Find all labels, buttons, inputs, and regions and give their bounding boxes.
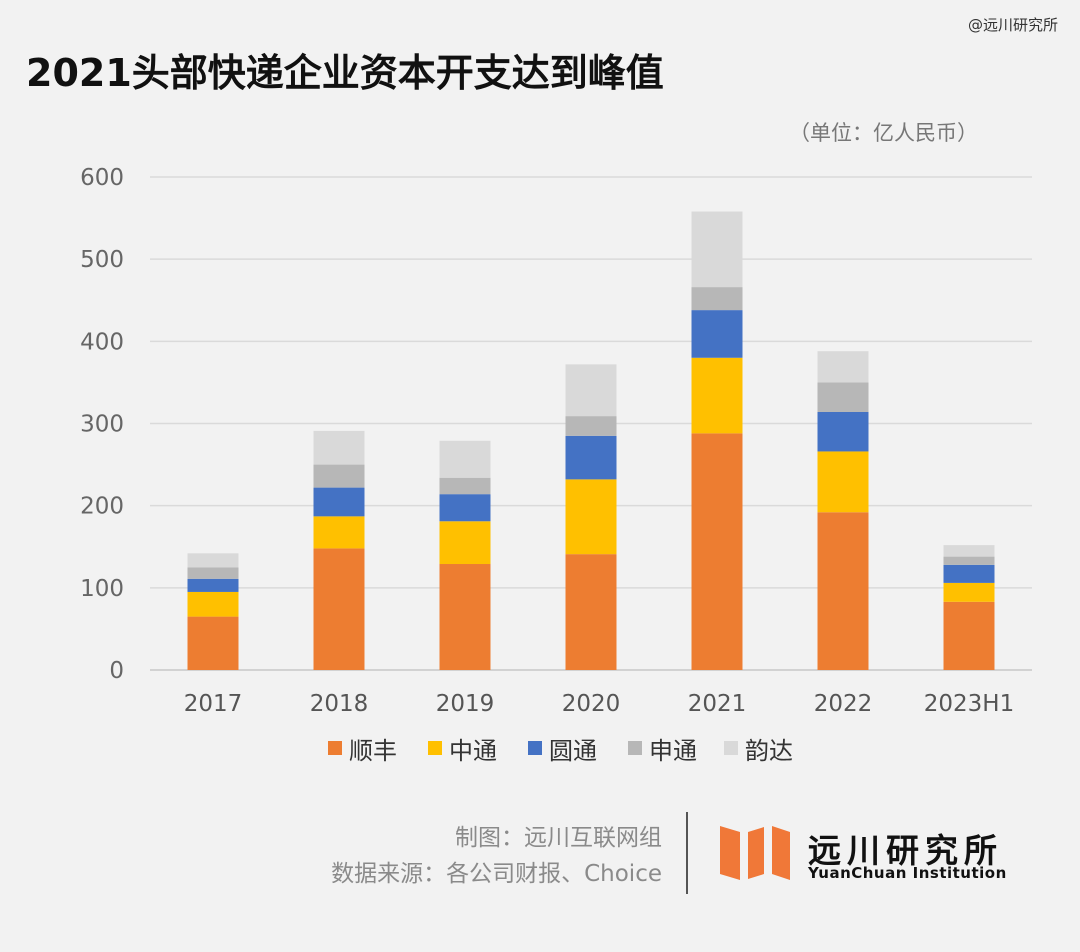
legend-swatch	[724, 741, 738, 755]
logo-name-cn: 远川研究所	[808, 831, 1003, 870]
y-tick-label: 0	[109, 658, 124, 684]
x-axis-ticks: 2017 2018 2019 2020 2021 2022 2023H1	[184, 691, 1015, 717]
y-tick-label: 400	[80, 329, 124, 355]
x-tick-label: 2022	[814, 691, 873, 717]
bar-2023H1-圆通	[943, 564, 995, 583]
unit-label: （单位：亿人民币）	[789, 121, 978, 145]
bar-2018-韵达	[313, 430, 365, 465]
y-tick-label: 500	[80, 247, 124, 273]
legend-swatch	[628, 741, 642, 755]
bar-2023H1-韵达	[943, 545, 995, 557]
legend: 顺丰 中通 圆通 申通 韵达	[328, 737, 793, 765]
source-text: 数据来源：各公司财报、Choice	[331, 861, 662, 887]
bar-2022-申通	[817, 382, 869, 412]
bar-2021-中通	[691, 357, 743, 434]
bar-2022-韵达	[817, 351, 869, 383]
logo-mark-bar-1	[720, 826, 740, 880]
bar-2021-顺丰	[691, 433, 743, 670]
legend-label: 顺丰	[349, 737, 397, 765]
x-tick-label: 2023H1	[924, 691, 1014, 717]
y-tick-label: 100	[80, 576, 124, 602]
bars	[187, 211, 995, 670]
x-tick-label: 2017	[184, 691, 243, 717]
x-tick-label: 2020	[562, 691, 621, 717]
x-tick-label: 2021	[688, 691, 747, 717]
bar-2019-顺丰	[439, 564, 491, 670]
bar-2020-韵达	[565, 364, 617, 417]
legend-swatch	[328, 741, 342, 755]
bar-2023H1-申通	[943, 556, 995, 565]
bar-2021-韵达	[691, 211, 743, 288]
bar-2019-圆通	[439, 494, 491, 522]
stacked-bar-chart: 0 100 200 300 400 500 600 2017 2018 2019 2020 2021…	[80, 165, 1032, 765]
y-tick-label: 200	[80, 494, 124, 520]
bar-2017-韵达	[187, 553, 239, 568]
logo-mark-icon	[720, 826, 790, 880]
footer-credits: 制图：远川互联网组 数据来源：各公司财报、Choice	[331, 820, 662, 892]
bar-2017-顺丰	[187, 616, 239, 670]
legend-label: 圆通	[549, 737, 597, 765]
y-tick-label: 600	[80, 165, 124, 191]
bar-2019-中通	[439, 521, 491, 565]
bar-2018-圆通	[313, 487, 365, 517]
bar-2022-顺丰	[817, 512, 869, 670]
legend-swatch	[528, 741, 542, 755]
logo: 远川研究所 YuanChuan Institution	[720, 822, 1020, 886]
chart-title: 2021头部快递企业资本开支达到峰值	[26, 51, 664, 95]
bar-2018-顺丰	[313, 548, 365, 670]
logo-mark-bar-3	[772, 826, 790, 880]
y-axis-ticks: 0 100 200 300 400 500 600	[80, 165, 124, 684]
watermark: @远川研究所	[967, 16, 1058, 34]
bar-2018-中通	[313, 516, 365, 549]
bar-2018-申通	[313, 464, 365, 488]
bar-2020-圆通	[565, 435, 617, 480]
legend-label: 韵达	[745, 737, 793, 765]
bar-2017-圆通	[187, 578, 239, 592]
bar-2022-中通	[817, 451, 869, 513]
x-tick-label: 2018	[310, 691, 369, 717]
legend-label: 申通	[649, 737, 697, 765]
bar-2020-申通	[565, 416, 617, 436]
bar-2022-圆通	[817, 411, 869, 452]
bar-2017-中通	[187, 591, 239, 617]
bar-2023H1-中通	[943, 582, 995, 602]
legend-label: 中通	[449, 737, 497, 765]
x-tick-label: 2019	[436, 691, 495, 717]
bar-2023H1-顺丰	[943, 601, 995, 670]
y-tick-label: 300	[80, 412, 124, 438]
logo-name-en: YuanChuan Institution	[808, 864, 1007, 882]
bar-2021-圆通	[691, 310, 743, 358]
bar-2020-顺丰	[565, 554, 617, 670]
credit-text: 制图：远川互联网组	[455, 825, 662, 851]
bar-2021-申通	[691, 287, 743, 311]
bar-2020-中通	[565, 479, 617, 555]
logo-mark-bar-2	[748, 827, 764, 879]
bar-2019-韵达	[439, 440, 491, 478]
bar-2019-申通	[439, 477, 491, 495]
bar-2017-申通	[187, 567, 239, 579]
legend-swatch	[428, 741, 442, 755]
footer-divider	[686, 812, 688, 894]
